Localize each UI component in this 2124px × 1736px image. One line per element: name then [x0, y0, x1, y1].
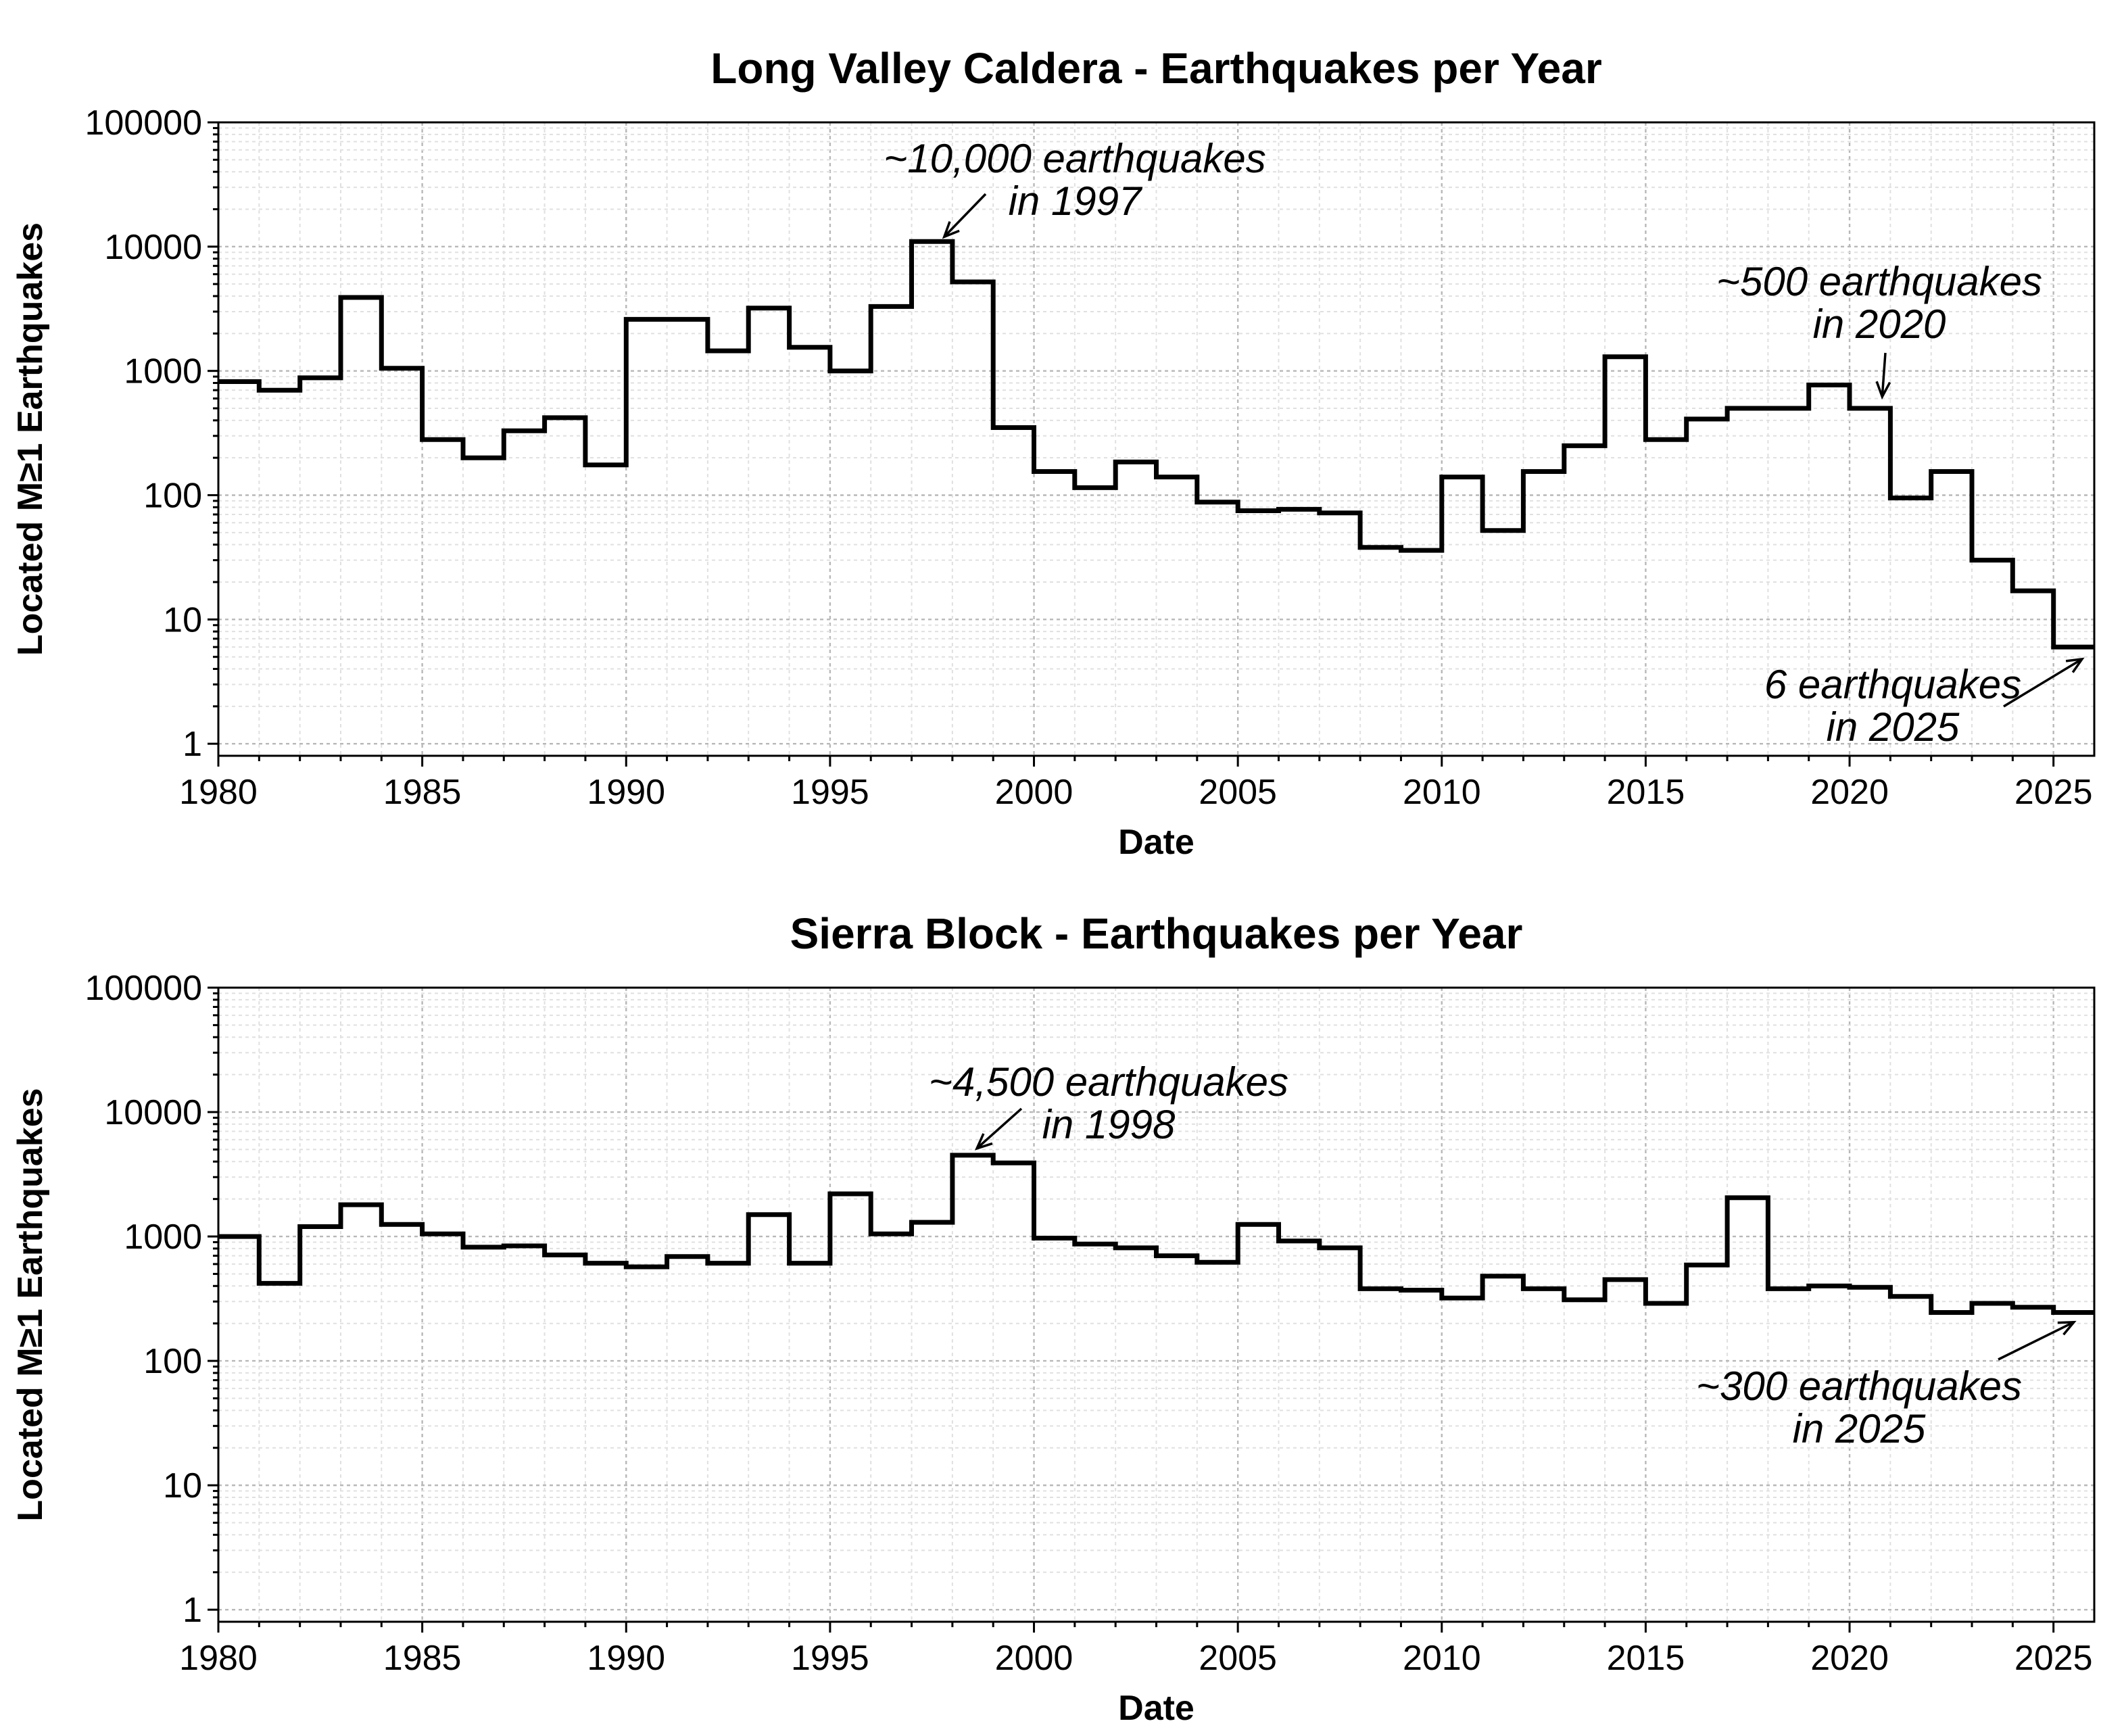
annotation-text: 6 earthquakes in 2025	[1764, 662, 2021, 750]
earthquake-count-series	[218, 1153, 2094, 1315]
annotation-arrow	[2003, 658, 2083, 708]
annotation-arrowhead	[1875, 381, 1891, 400]
y-tick-label: 100000	[85, 969, 202, 1008]
y-tick-label: 10000	[104, 228, 202, 267]
x-tick-label: 2015	[1607, 773, 1685, 812]
grid	[218, 122, 2094, 756]
plot-frame	[217, 986, 2096, 1623]
annotation-arrow	[1998, 1321, 2075, 1361]
y-tick-label: 10000	[104, 1093, 202, 1132]
annotation-arrow	[1881, 352, 1887, 397]
plot-frame	[217, 121, 2096, 757]
grid	[218, 988, 2094, 1622]
x-tick-label: 2010	[1403, 1639, 1481, 1678]
y-tick-label: 100	[143, 1342, 202, 1381]
annotation-arrow	[975, 1107, 1023, 1150]
y-tick-label: 100000	[85, 103, 202, 143]
x-tick-label: 1990	[587, 1639, 665, 1678]
series-layer	[218, 239, 2094, 650]
x-axis-label: Date	[1118, 823, 1194, 862]
x-tick-label: 2015	[1607, 1639, 1685, 1678]
axis-ticks: 1980 1985 1990 1995 2000 2005 2010 2015 2020 2025…	[85, 969, 2092, 1678]
annotation-text: ~4,500 earthquakes in 1998	[929, 1059, 1288, 1147]
x-tick-label: 2020	[1810, 773, 1889, 812]
x-tick-label: 2000	[995, 1639, 1073, 1678]
series-layer	[218, 1153, 2094, 1315]
sierra-block-chart: Sierra Block - Earthquakes per Year 1980…	[11, 909, 2096, 1728]
x-tick-label: 2005	[1199, 773, 1277, 812]
annotation-text: ~10,000 earthquakes in 1997	[884, 136, 1265, 224]
x-tick-label: 1985	[383, 773, 462, 812]
annotation-text: ~500 earthquakes in 2020	[1716, 259, 2042, 347]
y-tick-label: 1000	[124, 352, 202, 391]
annotation-arrowhead	[974, 1133, 993, 1151]
annotation-arrowhead	[2065, 657, 2085, 673]
chart-title: Long Valley Caldera - Earthquakes per Ye…	[710, 44, 1602, 93]
y-tick-label: 1	[183, 725, 202, 764]
y-tick-label: 1000	[124, 1217, 202, 1257]
y-tick-label: 100	[143, 477, 202, 516]
x-tick-label: 2025	[2014, 773, 2093, 812]
x-axis-label: Date	[1118, 1689, 1194, 1728]
x-tick-label: 1995	[791, 773, 869, 812]
x-tick-label: 1980	[179, 773, 258, 812]
annotation-arrowhead	[2057, 1320, 2077, 1336]
x-tick-label: 1990	[587, 773, 665, 812]
x-tick-label: 2005	[1199, 1639, 1277, 1678]
annotations: ~4,500 earthquakes in 1998 ~300 earthquake…	[929, 1059, 2077, 1451]
earthquake-count-series	[218, 239, 2094, 650]
x-tick-label: 1980	[179, 1639, 258, 1678]
x-tick-label: 1995	[791, 1639, 869, 1678]
x-tick-label: 2025	[2014, 1639, 2093, 1678]
x-tick-label: 2010	[1403, 773, 1481, 812]
annotation-text: ~300 earthquakes in 2025	[1696, 1364, 2022, 1451]
y-axis-label: Located M≥1 Earthquakes	[11, 1088, 50, 1521]
annotations: ~10,000 earthquakes in 1997 ~500 earthquak…	[884, 136, 2085, 750]
y-axis-label: Located M≥1 Earthquakes	[11, 222, 50, 656]
chart-title: Sierra Block - Earthquakes per Year	[790, 909, 1523, 958]
annotation-arrow	[943, 193, 987, 238]
x-tick-label: 1985	[383, 1639, 462, 1678]
y-tick-label: 10	[163, 1466, 202, 1505]
x-tick-label: 2020	[1810, 1639, 1889, 1678]
y-tick-label: 10	[163, 600, 202, 640]
x-tick-label: 2000	[995, 773, 1073, 812]
y-tick-label: 1	[183, 1591, 202, 1630]
long-valley-caldera-chart: Long Valley Caldera - Earthquakes per Ye…	[11, 44, 2096, 862]
annotation-arrowhead	[942, 221, 960, 239]
